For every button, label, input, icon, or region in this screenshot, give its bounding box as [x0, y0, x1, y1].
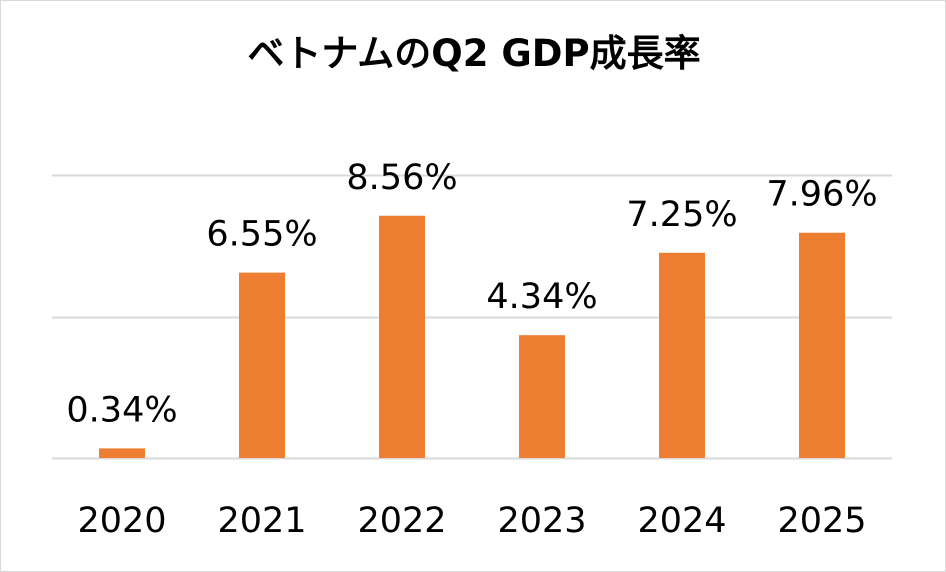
x-tick-label-2021: 2021: [217, 501, 306, 541]
data-label-2025: 7.96%: [766, 175, 877, 215]
chart-title: ベトナムのQ2 GDP成長率: [247, 32, 701, 75]
category-labels: 2020 2021 2022 2023 2024 2025: [77, 501, 866, 541]
data-label-2021: 6.55%: [206, 215, 317, 255]
bar-2025: [799, 232, 845, 458]
x-tick-label-2022: 2022: [357, 501, 446, 541]
x-tick-label-2020: 2020: [77, 501, 166, 541]
bar-2021: [239, 272, 285, 458]
bar-2024: [659, 252, 705, 458]
data-label-2024: 7.25%: [626, 195, 737, 235]
bar-2022: [379, 215, 425, 458]
data-label-2020: 0.34%: [66, 390, 177, 430]
bar-2023: [519, 335, 565, 458]
data-label-2023: 4.34%: [486, 277, 597, 317]
x-tick-label-2023: 2023: [497, 501, 586, 541]
data-labels: 0.34% 6.55% 8.56% 4.34% 7.25% 7.96%: [66, 158, 877, 431]
data-label-2022: 8.56%: [346, 158, 457, 198]
x-tick-label-2024: 2024: [637, 501, 726, 541]
gridlines: [52, 174, 892, 460]
bar-2020: [99, 448, 145, 458]
x-tick-label-2025: 2025: [777, 501, 866, 541]
bars: [99, 215, 845, 458]
